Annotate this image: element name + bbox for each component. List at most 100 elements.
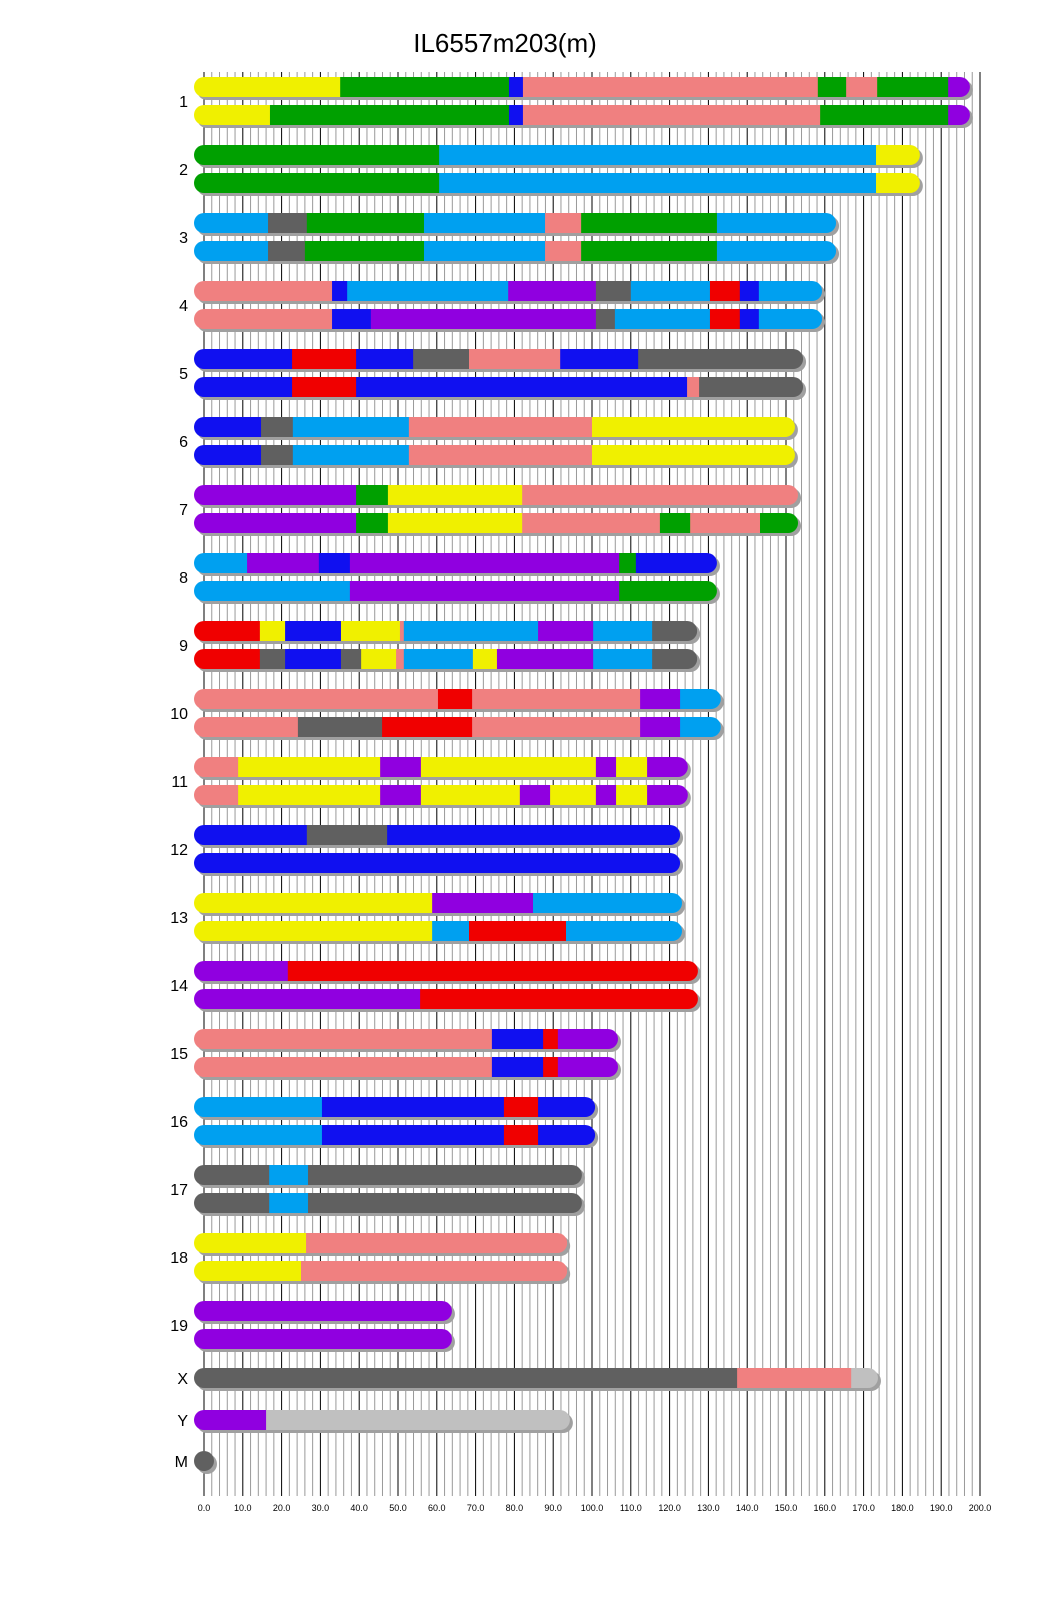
segment-lightblue [716,213,837,233]
segment-gray [307,1193,582,1213]
segment-green [306,213,425,233]
segment-green [581,213,718,233]
segment-red [437,689,473,709]
segment-lightblue [269,1193,309,1213]
segment-lightblue [403,621,539,641]
segment-pink [194,1029,493,1049]
segment-blue [194,445,262,465]
chromosome-11: 11 [171,757,691,808]
segment-gray [194,1368,738,1388]
x-tick-label: 30.0 [312,1503,330,1513]
segment-lightblue [439,145,877,165]
chromosome-13: 13 [170,893,686,944]
haplotype-bar [194,445,795,465]
segment-yellow [361,649,397,669]
segment-yellow [259,621,286,641]
segment-purple [247,553,320,573]
haplotype-bar [194,1329,452,1349]
segment-gray [652,649,698,669]
chromosome-label: 13 [170,910,188,927]
haplotype-bar [194,689,721,709]
x-tick-label: 120.0 [658,1503,681,1513]
haplotype-bar [194,1261,568,1281]
segment-lightblue [432,921,470,941]
haplotype-bar [194,853,681,873]
chromosome-3: 3 [179,213,840,264]
segment-blue [285,649,342,669]
chromosome-label: 10 [170,706,188,723]
segment-purple [508,281,597,301]
segment-blue [194,853,681,873]
segment-lightblue [593,621,653,641]
chromosome-10: 10 [170,689,724,740]
segment-gray [413,349,470,369]
segment-pink [306,1233,568,1253]
segment-blue [194,825,308,845]
chromosome-7: 7 [179,485,802,536]
haplotype-bar [194,1233,568,1253]
segment-purple [948,105,970,125]
x-tick-label: 200.0 [969,1503,992,1513]
chromosome-19: 19 [170,1301,455,1352]
segment-green [619,581,717,601]
segment-lightblue [292,445,410,465]
segment-pink [522,77,819,97]
segment-lightblue [269,1165,309,1185]
haplotype-bar [194,717,721,737]
haplotype-bar [194,649,698,669]
x-tick-label: 180.0 [891,1503,914,1513]
chromosome-label: 6 [179,434,188,451]
segment-lightblue [194,581,351,601]
segment-purple [640,689,681,709]
segment-blue [508,77,524,97]
segment-green [877,77,949,97]
x-tick-label: 160.0 [814,1503,837,1513]
segment-purple [380,785,422,805]
haplotype-bar [194,1125,596,1145]
segment-yellow [194,77,341,97]
segment-pink [408,417,593,437]
segment-yellow [387,485,523,505]
segment-pink [194,717,299,737]
haplotype-bar [194,621,698,641]
x-tick-label: 110.0 [620,1503,642,1513]
segment-lightblue [758,309,823,329]
haplotype-bar [194,961,698,981]
haplotype-bar [194,1097,596,1117]
segment-blue [635,553,717,573]
segment-green [194,173,440,193]
segment-purple [538,621,594,641]
segment-gray [261,417,294,437]
segment-green [194,145,440,165]
segment-red [503,1097,539,1117]
segment-lightgray [851,1368,878,1388]
haplotype-bar [194,145,920,165]
segment-purple [557,1057,618,1077]
segment-yellow [194,105,271,125]
chromosome-label: 5 [179,366,188,383]
haplotype-bar [194,825,681,845]
segment-yellow [592,417,795,437]
segment-green [820,105,949,125]
haplotype-bar [194,1165,582,1185]
segment-blue [739,309,760,329]
segment-lightblue [423,213,546,233]
chromosome-label: M [175,1454,188,1471]
segment-purple [432,893,534,913]
chromosome-5: 5 [179,349,807,400]
segment-yellow [592,445,795,465]
segment-lightgray [266,1410,570,1430]
segment-blue [356,349,414,369]
segment-red [382,717,473,737]
haplotype-bar [194,281,823,301]
segment-purple [194,961,289,981]
x-tick-label: 0.0 [198,1503,211,1513]
chromosome-label: 9 [179,638,188,655]
segment-gray [194,1451,214,1471]
segment-green [356,485,389,505]
segment-purple [595,757,617,777]
segment-blue [321,1125,505,1145]
chromosome-label: X [177,1371,188,1388]
segment-yellow [238,785,381,805]
segment-gray [595,281,632,301]
